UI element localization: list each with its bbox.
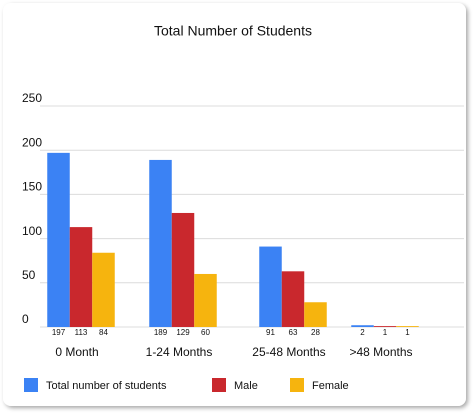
y-tick-label: 150: [22, 180, 42, 194]
legend-swatch: [212, 378, 226, 392]
value-label: 28: [311, 328, 320, 337]
bar: [281, 271, 305, 327]
bar: [149, 159, 172, 327]
value-label: 113: [75, 328, 88, 337]
bar: [171, 212, 195, 327]
value-label: 84: [99, 328, 108, 337]
y-tick-label: 200: [22, 135, 42, 149]
value-label: 63: [289, 328, 298, 337]
x-tick-label: 0 Month: [55, 345, 98, 359]
chart-title: Total Number of Students: [154, 23, 312, 39]
legend-label: Total number of students: [46, 380, 167, 392]
x-tick-label: >48 Months: [349, 345, 412, 359]
bar: [304, 302, 327, 327]
bar: [194, 273, 217, 327]
value-label: 91: [266, 328, 275, 337]
value-label: 2: [360, 328, 365, 337]
value-label: 60: [201, 328, 210, 337]
bar: [373, 326, 397, 327]
value-label: 1: [405, 328, 410, 337]
bar: [47, 152, 70, 327]
y-tick-label: 50: [22, 268, 36, 282]
bar: [351, 325, 374, 327]
bar: [92, 252, 115, 327]
legend-label: Female: [312, 380, 349, 392]
y-tick-label: 0: [22, 312, 29, 326]
bar: [259, 246, 282, 327]
y-tick-label: 100: [22, 224, 42, 238]
value-label: 1: [383, 328, 388, 337]
card: [3, 3, 466, 406]
value-label: 129: [176, 328, 190, 337]
value-label: 189: [154, 328, 168, 337]
legend-swatch: [24, 378, 38, 392]
y-tick-label: 250: [22, 91, 42, 105]
x-tick-label: 1-24 Months: [146, 345, 213, 359]
x-tick-label: 25-48 Months: [252, 345, 325, 359]
legend-swatch: [290, 378, 304, 392]
legend-label: Male: [234, 380, 258, 392]
value-label: 197: [52, 328, 66, 337]
bar: [396, 326, 419, 327]
bar: [69, 227, 93, 327]
